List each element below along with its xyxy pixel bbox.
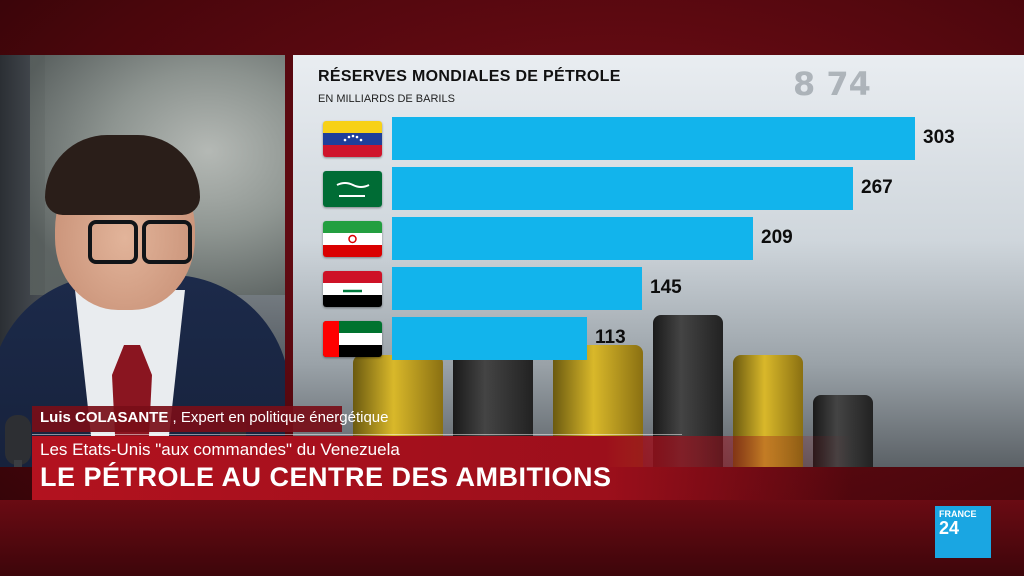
- chart-subtitle: EN MILLIARDS DE BARILS: [318, 93, 455, 105]
- guest-name: Luis COLASANTE: [40, 409, 169, 426]
- chart-title: RÉSERVES MONDIALES DE PÉTROLE: [318, 68, 621, 85]
- bar-value-label-iran: 209: [761, 227, 793, 248]
- bar-iraq: [392, 267, 642, 310]
- name-strip: [32, 406, 342, 432]
- bar-value-label-uae: 113: [595, 327, 626, 348]
- logo-line1: FRANCE: [939, 509, 977, 519]
- headline-strip: [32, 436, 852, 500]
- bar-value-label-saudi-arabia: 267: [861, 177, 893, 198]
- mic-stand-left: [14, 460, 22, 467]
- flag-saudi-arabia-icon: [323, 171, 382, 207]
- presenter-hair: [45, 135, 200, 215]
- bar-iran: [392, 217, 753, 260]
- frame-bottom-band: [0, 500, 1024, 576]
- bar-saudi-arabia: [392, 167, 853, 210]
- microphone-left: [5, 415, 31, 465]
- bar-uae: [392, 317, 587, 360]
- headline: LE PÉTROLE AU CENTRE DES AMBITIONS: [40, 462, 612, 492]
- flag-uae-icon: [323, 321, 382, 357]
- flag-venezuela-icon: [323, 121, 382, 157]
- guest-role: , Expert en politique énergétique: [168, 409, 389, 426]
- subheadline: Les Etats-Unis "aux commandes" du Venezu…: [40, 440, 400, 459]
- bar-value-label-iraq: 145: [650, 277, 682, 298]
- bar-value-label-venezuela: 303: [923, 127, 955, 148]
- flag-iraq-icon: [323, 271, 382, 307]
- guest-caption: Luis COLASANTE , Expert en politique éne…: [40, 409, 389, 426]
- bar-venezuela: [392, 117, 915, 160]
- presenter-glasses: [88, 220, 192, 264]
- divider: [32, 434, 682, 435]
- france24-logo: FRANCE 24: [935, 506, 991, 558]
- flag-iran-icon: [323, 221, 382, 257]
- background-ticker-graphic: 8 74: [793, 65, 871, 103]
- logo-line2: 24: [939, 518, 960, 538]
